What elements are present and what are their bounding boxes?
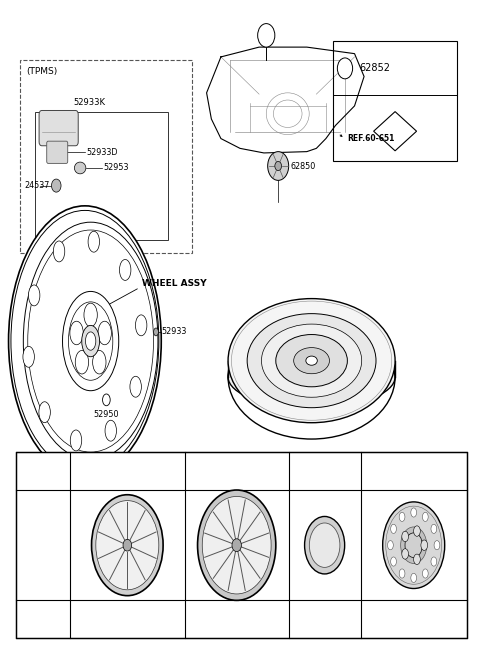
Ellipse shape bbox=[93, 350, 106, 374]
Ellipse shape bbox=[105, 420, 117, 441]
FancyBboxPatch shape bbox=[47, 141, 68, 163]
Bar bbox=[333, 41, 457, 161]
Ellipse shape bbox=[258, 24, 275, 47]
Text: 52960: 52960 bbox=[312, 466, 338, 476]
Ellipse shape bbox=[74, 162, 86, 174]
Ellipse shape bbox=[70, 430, 82, 451]
Ellipse shape bbox=[294, 348, 329, 374]
Ellipse shape bbox=[247, 314, 376, 407]
Text: 52910-C2910: 52910-C2910 bbox=[388, 615, 439, 624]
FancyBboxPatch shape bbox=[39, 110, 78, 146]
Ellipse shape bbox=[28, 285, 40, 306]
Text: 52960-C6000: 52960-C6000 bbox=[299, 605, 350, 614]
Ellipse shape bbox=[39, 401, 50, 422]
Ellipse shape bbox=[405, 533, 422, 558]
Ellipse shape bbox=[130, 377, 142, 397]
Ellipse shape bbox=[51, 179, 61, 192]
Ellipse shape bbox=[387, 541, 393, 550]
Ellipse shape bbox=[103, 394, 110, 405]
Text: 52910-D5110: 52910-D5110 bbox=[101, 615, 153, 624]
Ellipse shape bbox=[135, 315, 147, 336]
Ellipse shape bbox=[92, 495, 163, 596]
Ellipse shape bbox=[123, 539, 132, 551]
Text: KEY NO.: KEY NO. bbox=[20, 466, 58, 476]
Ellipse shape bbox=[402, 531, 408, 542]
Ellipse shape bbox=[70, 321, 83, 345]
Ellipse shape bbox=[84, 303, 97, 327]
Ellipse shape bbox=[383, 502, 444, 588]
Text: REF.60-651: REF.60-651 bbox=[348, 134, 395, 143]
Text: 52933K: 52933K bbox=[73, 98, 106, 107]
Ellipse shape bbox=[268, 152, 288, 180]
Ellipse shape bbox=[276, 335, 348, 387]
Ellipse shape bbox=[62, 291, 119, 391]
Ellipse shape bbox=[24, 222, 158, 460]
Ellipse shape bbox=[275, 161, 281, 171]
Ellipse shape bbox=[399, 569, 405, 578]
Text: 52960-3W200: 52960-3W200 bbox=[298, 623, 351, 632]
Text: 62852: 62852 bbox=[360, 64, 390, 73]
Ellipse shape bbox=[309, 523, 340, 567]
Ellipse shape bbox=[305, 516, 345, 574]
Ellipse shape bbox=[414, 554, 420, 565]
Ellipse shape bbox=[154, 328, 158, 336]
Ellipse shape bbox=[391, 557, 396, 566]
Bar bbox=[16, 452, 467, 638]
Ellipse shape bbox=[401, 527, 427, 564]
Text: 52933: 52933 bbox=[161, 327, 187, 337]
Ellipse shape bbox=[391, 524, 396, 533]
Text: 24537: 24537 bbox=[24, 181, 49, 190]
Text: 52934: 52934 bbox=[66, 234, 91, 243]
Text: ILLUST: ILLUST bbox=[20, 541, 47, 550]
Ellipse shape bbox=[11, 211, 159, 472]
Ellipse shape bbox=[402, 548, 408, 559]
Ellipse shape bbox=[96, 501, 159, 590]
Text: a: a bbox=[264, 31, 269, 40]
Text: KIA: KIA bbox=[318, 543, 331, 548]
Text: P/NO: P/NO bbox=[20, 615, 40, 624]
Text: 52910-D6310: 52910-D6310 bbox=[211, 615, 263, 624]
Ellipse shape bbox=[202, 497, 271, 594]
Ellipse shape bbox=[431, 557, 437, 566]
Ellipse shape bbox=[53, 241, 65, 262]
Text: 62850: 62850 bbox=[290, 161, 315, 171]
Ellipse shape bbox=[85, 332, 96, 350]
Ellipse shape bbox=[337, 58, 353, 79]
Ellipse shape bbox=[9, 206, 161, 476]
Ellipse shape bbox=[69, 302, 113, 380]
Ellipse shape bbox=[228, 298, 395, 422]
Ellipse shape bbox=[421, 540, 428, 550]
Text: 52910B: 52910B bbox=[119, 466, 151, 476]
Ellipse shape bbox=[82, 325, 99, 357]
Ellipse shape bbox=[262, 324, 362, 398]
Ellipse shape bbox=[232, 539, 241, 552]
Bar bbox=[35, 112, 168, 240]
FancyBboxPatch shape bbox=[103, 230, 123, 248]
Text: 52953: 52953 bbox=[103, 163, 129, 173]
Ellipse shape bbox=[28, 230, 154, 452]
Ellipse shape bbox=[88, 232, 99, 252]
Ellipse shape bbox=[431, 524, 437, 533]
Text: (TPMS): (TPMS) bbox=[26, 68, 58, 77]
Ellipse shape bbox=[422, 512, 428, 522]
Text: 52933D: 52933D bbox=[86, 148, 118, 157]
Ellipse shape bbox=[411, 508, 417, 517]
Ellipse shape bbox=[422, 569, 428, 578]
Text: 52910F: 52910F bbox=[398, 466, 429, 476]
Text: a: a bbox=[343, 64, 348, 73]
Ellipse shape bbox=[414, 526, 420, 537]
Ellipse shape bbox=[306, 356, 317, 365]
Ellipse shape bbox=[399, 512, 405, 522]
Ellipse shape bbox=[198, 490, 276, 600]
Ellipse shape bbox=[411, 573, 417, 583]
Text: 52950: 52950 bbox=[94, 410, 119, 419]
Ellipse shape bbox=[23, 346, 35, 367]
Ellipse shape bbox=[228, 346, 395, 408]
Ellipse shape bbox=[434, 541, 440, 550]
Bar bbox=[21, 60, 192, 253]
Ellipse shape bbox=[98, 321, 111, 345]
Ellipse shape bbox=[75, 350, 89, 374]
Ellipse shape bbox=[120, 260, 131, 280]
Text: WHEEL ASSY: WHEEL ASSY bbox=[142, 279, 207, 288]
